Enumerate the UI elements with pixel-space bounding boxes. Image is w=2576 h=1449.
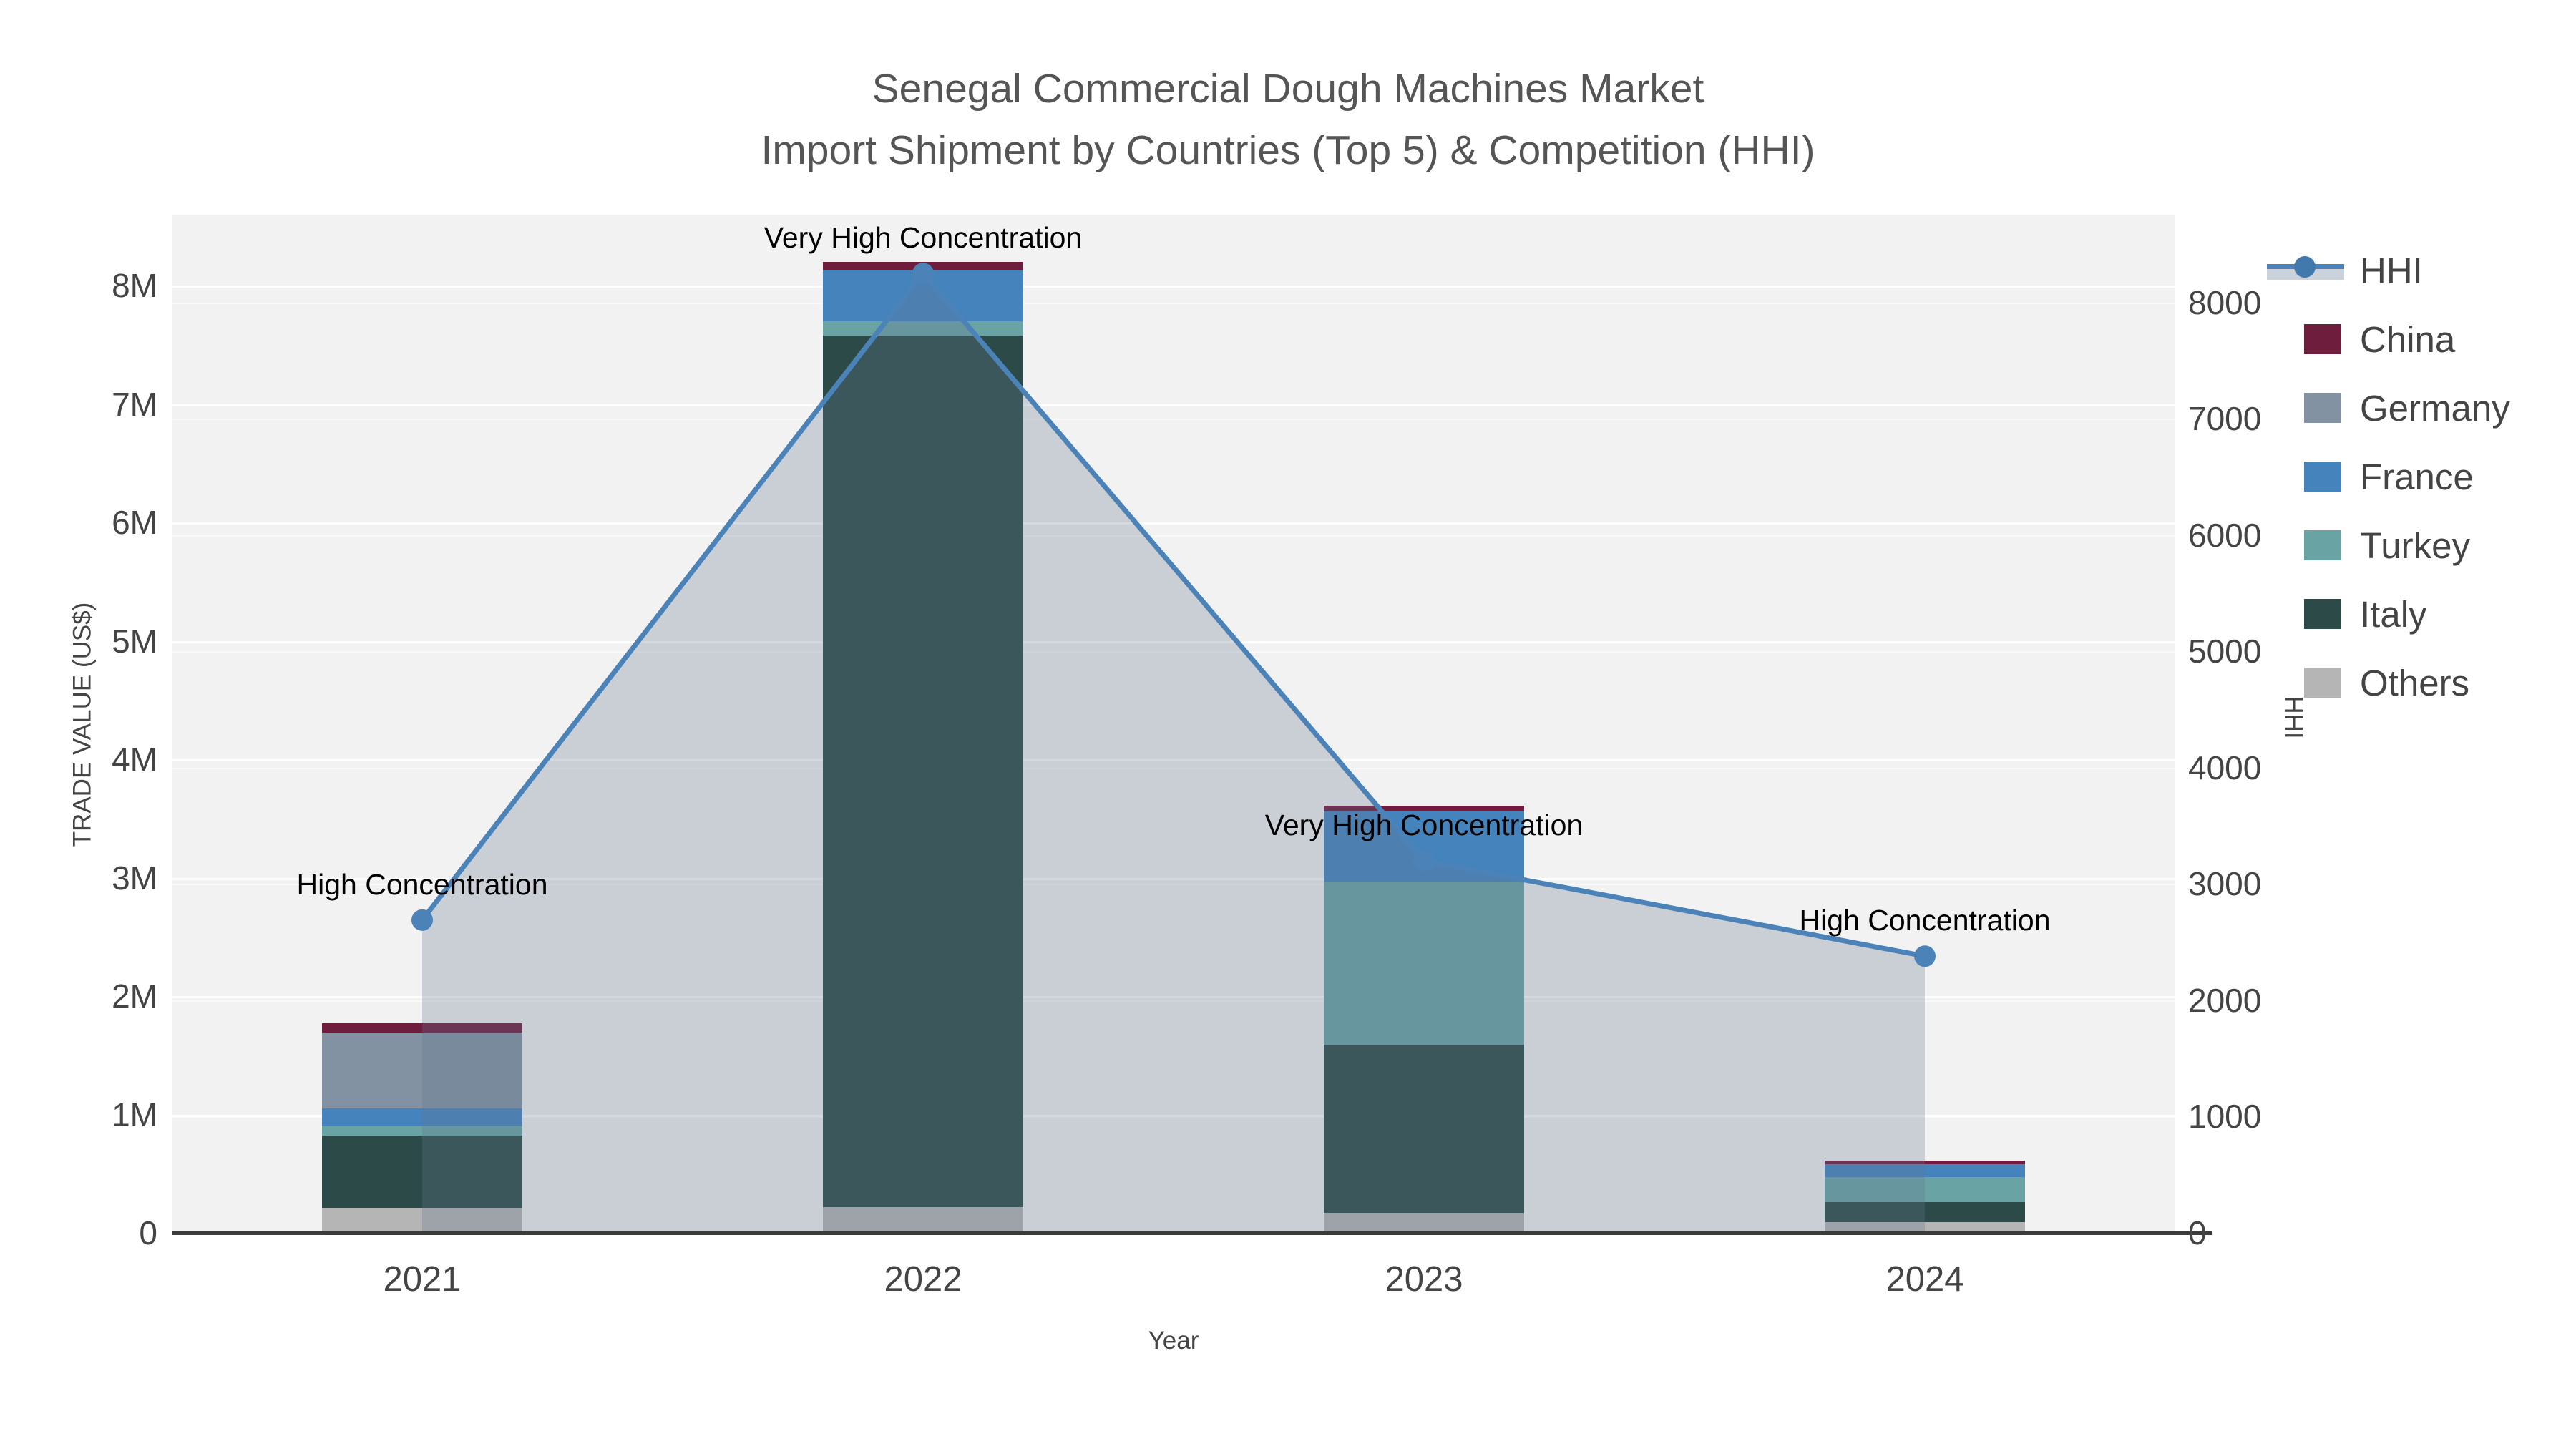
- gridline-left-1M: [172, 1114, 2175, 1117]
- legend-label-others: Others: [2360, 662, 2470, 703]
- y-right-tick-1000: 1000: [2188, 1098, 2262, 1136]
- hhi-line-legend-marker: [2267, 256, 2344, 281]
- legend-item-turkey[interactable]: Turkey: [2267, 511, 2510, 580]
- legend-item-hhi[interactable]: HHI: [2267, 236, 2510, 305]
- hhi-area-fill: [422, 273, 1925, 1234]
- hhi-dot-icon: [2294, 256, 2316, 278]
- y-right-tick-7000: 7000: [2188, 400, 2262, 438]
- y-right-tick-5000: 5000: [2188, 633, 2262, 670]
- bar-segment-2023-china: [1324, 805, 1524, 811]
- gridline-right-5000: [172, 651, 2175, 653]
- bar-segment-2022-italy: [823, 335, 1023, 1207]
- y-left-tick-2M: 2M: [112, 977, 157, 1015]
- legend-label-germany: Germany: [2360, 387, 2510, 429]
- bar-segment-2023-italy: [1324, 1044, 1524, 1213]
- legend-swatch-italy: [2304, 599, 2341, 629]
- bar-segment-2021-others: [322, 1208, 522, 1233]
- y-right-tick-8000: 8000: [2188, 283, 2262, 321]
- legend-label-china: China: [2360, 318, 2456, 360]
- legend-swatch-france: [2304, 462, 2341, 492]
- gridline-right-7000: [172, 419, 2175, 421]
- gridline-left-3M: [172, 877, 2175, 880]
- chart-title-line2: Import Shipment by Countries (Top 5) & C…: [761, 127, 1815, 173]
- y-left-tick-7M: 7M: [112, 385, 157, 423]
- legend-item-china[interactable]: China: [2267, 305, 2510, 374]
- gridline-right-2000: [172, 1000, 2175, 1002]
- bar-segment-2023-others: [1324, 1212, 1524, 1233]
- gridline-right-8000: [172, 302, 2175, 304]
- gridline-left-2M: [172, 996, 2175, 999]
- bar-segment-2024-turkey: [1825, 1177, 2025, 1202]
- y-left-tick-3M: 3M: [112, 859, 157, 897]
- bar-segment-2022-others: [823, 1206, 1023, 1233]
- y-right-tick-2000: 2000: [2188, 981, 2262, 1019]
- x-axis-title: Year: [1148, 1327, 1199, 1355]
- legend: HHI China Germany France Turkey Italy Others: [2267, 236, 2510, 717]
- bar-segment-2021-france: [322, 1108, 522, 1127]
- annotation-2023: Very High Concentration: [1264, 808, 1584, 841]
- chart-title: Senegal Commercial Dough Machines Market…: [0, 63, 2576, 176]
- y-right-tick-3000: 3000: [2188, 865, 2262, 903]
- gridline-right-3000: [172, 884, 2175, 886]
- x-tick-2024: 2024: [1885, 1260, 1964, 1299]
- chart-title-line1: Senegal Commercial Dough Machines Market: [872, 66, 1704, 112]
- hhi-marker-2023: [1413, 849, 1435, 872]
- legend-item-italy[interactable]: Italy: [2267, 580, 2510, 648]
- y-left-tick-1M: 1M: [112, 1096, 157, 1133]
- x-tick-2023: 2023: [1385, 1260, 1463, 1299]
- x-tick-2022: 2022: [884, 1260, 962, 1299]
- annotation-2021: High Concentration: [296, 867, 548, 901]
- gridline-right-1000: [172, 1116, 2175, 1118]
- gridline-right-6000: [172, 535, 2175, 537]
- legend-item-france[interactable]: France: [2267, 442, 2510, 511]
- bar-segment-2021-italy: [322, 1136, 522, 1209]
- legend-label-turkey: Turkey: [2360, 525, 2470, 566]
- y-left-tick-6M: 6M: [112, 504, 157, 542]
- y-left-tick-0: 0: [139, 1214, 157, 1252]
- legend-item-germany[interactable]: Germany: [2267, 374, 2510, 442]
- gridline-left-8M: [172, 286, 2175, 288]
- bar-segment-2021-turkey: [322, 1126, 522, 1136]
- bar-segment-2024-china: [1825, 1161, 2025, 1165]
- y-left-tick-4M: 4M: [112, 741, 157, 779]
- legend-swatch-others: [2304, 668, 2341, 698]
- bar-segment-2021-germany: [322, 1033, 522, 1109]
- gridline-left-7M: [172, 404, 2175, 406]
- hhi-line: [420, 269, 1926, 959]
- y-left-axis-title: TRADE VALUE (US$): [68, 602, 97, 847]
- hhi-marker-2024: [1914, 945, 1936, 967]
- bar-segment-2021-china: [322, 1023, 522, 1033]
- legend-label-france: France: [2360, 456, 2474, 497]
- y-right-tick-0: 0: [2188, 1214, 2207, 1252]
- annotation-2022: Very High Concentration: [763, 221, 1083, 255]
- bar-segment-2024-france: [1825, 1164, 2025, 1178]
- x-tick-2021: 2021: [383, 1260, 462, 1299]
- bar-segment-2023-turkey: [1324, 881, 1524, 1045]
- annotation-2024: High Concentration: [1799, 904, 2051, 937]
- y-right-tick-6000: 6000: [2188, 516, 2262, 554]
- y-left-tick-5M: 5M: [112, 622, 157, 660]
- bar-segment-2024-others: [1825, 1222, 2025, 1233]
- legend-label-italy: Italy: [2360, 593, 2427, 635]
- gridline-left-6M: [172, 522, 2175, 525]
- hhi-marker-2022: [912, 263, 934, 285]
- x-axis-line: [172, 1231, 2212, 1235]
- legend-item-others[interactable]: Others: [2267, 648, 2510, 717]
- y-right-tick-4000: 4000: [2188, 748, 2262, 786]
- legend-swatch-germany: [2304, 393, 2341, 423]
- bar-segment-2024-italy: [1825, 1201, 2025, 1223]
- legend-swatch-china: [2304, 324, 2341, 354]
- hhi-marker-2021: [411, 909, 433, 931]
- gridline-left-5M: [172, 640, 2175, 643]
- legend-label-hhi: HHI: [2360, 250, 2423, 291]
- y-left-tick-8M: 8M: [112, 267, 157, 305]
- gridline-right-4000: [172, 767, 2175, 769]
- gridline-left-4M: [172, 759, 2175, 762]
- legend-swatch-turkey: [2304, 530, 2341, 560]
